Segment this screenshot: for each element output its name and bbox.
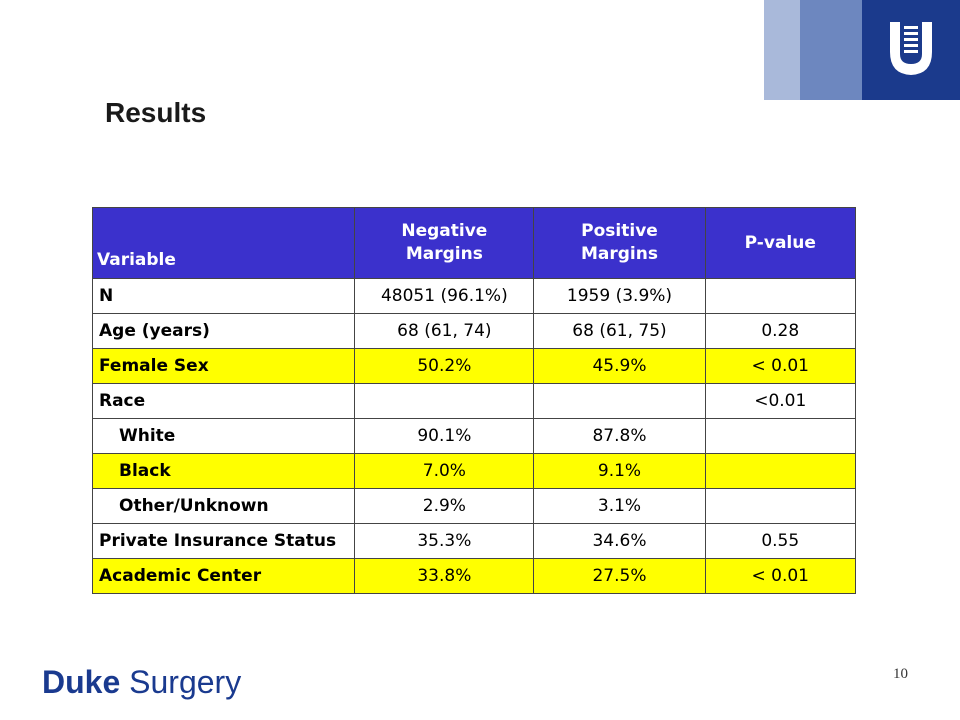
negative-margins-value: 2.9% — [354, 488, 535, 524]
table-header-row: Variable Negative Margins Positive Margi… — [91, 207, 857, 279]
negative-margins-value: 90.1% — [354, 418, 535, 454]
positive-margins-value: 27.5% — [533, 558, 706, 594]
table-row: Race <0.01 — [91, 383, 857, 419]
row-label: Academic Center — [91, 558, 356, 594]
p-value: < 0.01 — [704, 558, 857, 594]
positive-margins-value: 1959 (3.9%) — [533, 278, 706, 314]
table-row: N 48051 (96.1%) 1959 (3.9%) — [91, 278, 857, 314]
table-row: Age (years) 68 (61, 74) 68 (61, 75) 0.28 — [91, 313, 857, 349]
page-number: 10 — [893, 666, 908, 682]
negative-margins-value: 7.0% — [354, 453, 535, 489]
results-table: Variable Negative Margins Positive Margi… — [91, 207, 857, 594]
row-label: Private Insurance Status — [91, 523, 356, 559]
table-row-highlighted: Black 7.0% 9.1% — [91, 453, 857, 489]
table-row-highlighted: Female Sex 50.2% 45.9% < 0.01 — [91, 348, 857, 384]
table-row-highlighted: Academic Center 33.8% 27.5% < 0.01 — [91, 558, 857, 594]
header-positive-margins: Positive Margins — [533, 207, 706, 279]
header-variable: Variable — [91, 207, 356, 279]
positive-margins-value: 68 (61, 75) — [533, 313, 706, 349]
p-value — [704, 453, 857, 489]
brand-name-bold: Duke — [42, 664, 121, 700]
header-negative-margins: Negative Margins — [354, 207, 535, 279]
row-label: Female Sex — [91, 348, 356, 384]
brand-name-rest: Surgery — [129, 664, 242, 700]
p-value — [704, 278, 857, 314]
row-label: N — [91, 278, 356, 314]
slide-title: Results — [105, 97, 207, 128]
row-label: Other/Unknown — [91, 488, 356, 524]
negative-margins-value — [354, 383, 535, 419]
p-value: < 0.01 — [704, 348, 857, 384]
negative-margins-value: 33.8% — [354, 558, 535, 594]
negative-margins-value: 50.2% — [354, 348, 535, 384]
table-row: Private Insurance Status 35.3% 34.6% 0.5… — [91, 523, 857, 559]
duke-shield-icon — [890, 22, 932, 75]
positive-margins-value: 9.1% — [533, 453, 706, 489]
positive-margins-value — [533, 383, 706, 419]
header-band-mid — [800, 0, 862, 100]
row-label: Age (years) — [91, 313, 356, 349]
p-value: 0.28 — [704, 313, 857, 349]
header-band-light — [764, 0, 800, 100]
positive-margins-value: 87.8% — [533, 418, 706, 454]
negative-margins-value: 35.3% — [354, 523, 535, 559]
table-row: White 90.1% 87.8% — [91, 418, 857, 454]
table-row: Other/Unknown 2.9% 3.1% — [91, 488, 857, 524]
p-value — [704, 488, 857, 524]
duke-surgery-logo: Duke Surgery — [42, 664, 241, 701]
row-label: Race — [91, 383, 356, 419]
p-value: 0.55 — [704, 523, 857, 559]
negative-margins-value: 48051 (96.1%) — [354, 278, 535, 314]
positive-margins-value: 34.6% — [533, 523, 706, 559]
p-value: <0.01 — [704, 383, 857, 419]
negative-margins-value: 68 (61, 74) — [354, 313, 535, 349]
p-value — [704, 418, 857, 454]
row-label: White — [91, 418, 356, 454]
header-p-value: P-value — [704, 207, 857, 279]
positive-margins-value: 3.1% — [533, 488, 706, 524]
positive-margins-value: 45.9% — [533, 348, 706, 384]
row-label: Black — [91, 453, 356, 489]
